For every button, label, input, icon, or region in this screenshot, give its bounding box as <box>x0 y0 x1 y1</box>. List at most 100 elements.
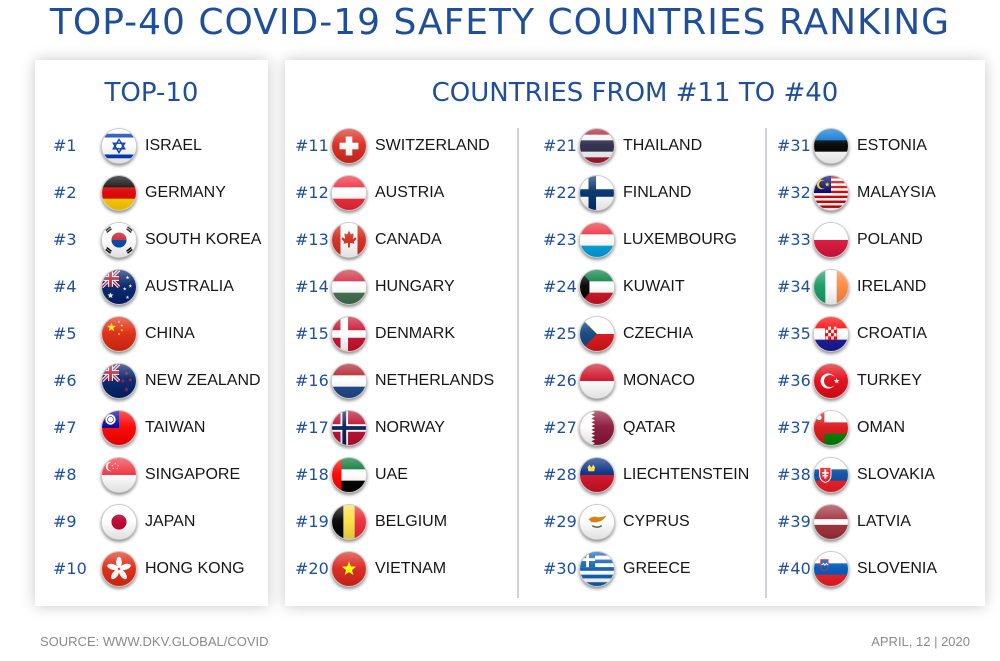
rank-number: #9 <box>53 512 77 531</box>
turkey-flag-icon <box>813 363 849 399</box>
finland-flag-icon <box>579 175 615 211</box>
ranking-entry: #8 SINGAPORE <box>53 455 283 495</box>
ranking-entry: #11 SWITZERLAND <box>295 126 525 166</box>
ranking-entry: #35 CROATIA <box>777 314 1000 354</box>
rank-number: #17 <box>295 418 329 437</box>
rank-number: #22 <box>543 183 577 202</box>
country-name: JAPAN <box>145 513 196 530</box>
belgium-flag-icon <box>331 504 367 540</box>
hungary-flag-icon <box>331 269 367 305</box>
ranking-entry: #34 IRELAND <box>777 267 1000 307</box>
south-korea-flag-icon <box>101 222 137 258</box>
country-name: GERMANY <box>145 184 226 201</box>
kuwait-flag-icon <box>579 269 615 305</box>
ranking-entry: #17 NORWAY <box>295 408 525 448</box>
ranking-entry: #31 ESTONIA <box>777 126 1000 166</box>
rank-number: #39 <box>777 512 811 531</box>
rank-number: #11 <box>295 136 329 155</box>
ranking-entry: #4 AUSTRALIA <box>53 267 283 307</box>
country-name: MONACO <box>623 372 695 389</box>
ranking-entry: #37 OMAN <box>777 408 1000 448</box>
oman-flag-icon <box>813 410 849 446</box>
rank-number: #20 <box>295 559 329 578</box>
rank-number: #7 <box>53 418 77 437</box>
ranking-entry: #20 VIETNAM <box>295 549 525 589</box>
country-name: NEW ZEALAND <box>145 372 261 389</box>
ranking-entry: #23 LUXEMBOURG <box>543 220 773 260</box>
country-name: HUNGARY <box>375 278 455 295</box>
ranking-entry: #7 TAIWAN <box>53 408 283 448</box>
austria-flag-icon <box>331 175 367 211</box>
luxembourg-flag-icon <box>579 222 615 258</box>
main-title: TOP-40 COVID-19 SAFETY COUNTRIES RANKING <box>49 2 951 43</box>
country-name: CHINA <box>145 325 195 342</box>
australia-flag-icon <box>101 269 137 305</box>
ranking-entry: #39 LATVIA <box>777 502 1000 542</box>
country-name: THAILAND <box>623 137 703 154</box>
estonia-flag-icon <box>813 128 849 164</box>
rank-number: #8 <box>53 465 77 484</box>
rank-number: #6 <box>53 371 77 390</box>
rank-number: #40 <box>777 559 811 578</box>
ranking-entry: #1 ISRAEL <box>53 126 283 166</box>
country-name: SLOVENIA <box>857 560 938 577</box>
country-name: SOUTH KOREA <box>145 231 262 248</box>
ranking-entry: #30 GREECE <box>543 549 773 589</box>
country-name: KUWAIT <box>623 278 685 295</box>
ranking-entry: #36 TURKEY <box>777 361 1000 401</box>
rank-number: #12 <box>295 183 329 202</box>
rank-number: #37 <box>777 418 811 437</box>
rank-number: #28 <box>543 465 577 484</box>
country-name: LATVIA <box>857 513 911 530</box>
rank-number: #32 <box>777 183 811 202</box>
switzerland-flag-icon <box>331 128 367 164</box>
country-name: ISRAEL <box>145 137 202 154</box>
ranks-11-40-title: COUNTRIES FROM #11 TO #40 <box>431 78 839 108</box>
rank-number: #25 <box>543 324 577 343</box>
country-name: NORWAY <box>375 419 445 436</box>
country-name: DENMARK <box>375 325 456 342</box>
germany-flag-icon <box>101 175 137 211</box>
ranking-entry: #33 POLAND <box>777 220 1000 260</box>
country-name: GREECE <box>623 560 691 577</box>
date-note: APRIL, 12 | 2020 <box>871 634 970 649</box>
greece-flag-icon <box>579 551 615 587</box>
column-divider <box>517 128 519 598</box>
rank-number: #21 <box>543 136 577 155</box>
ranking-entry: #29 CYPRUS <box>543 502 773 542</box>
rank-number: #19 <box>295 512 329 531</box>
country-name: CZECHIA <box>623 325 694 342</box>
rank-number: #30 <box>543 559 577 578</box>
country-name: BELGIUM <box>375 513 448 530</box>
ranking-entry: #6 NEW ZEALAND <box>53 361 283 401</box>
croatia-flag-icon <box>813 316 849 352</box>
ranking-entry: #3 SOUTH KOREA <box>53 220 283 260</box>
taiwan-flag-icon <box>101 410 137 446</box>
ranking-entry: #24 KUWAIT <box>543 267 773 307</box>
ranking-entry: #22 FINLAND <box>543 173 773 213</box>
ranking-entry: #19 BELGIUM <box>295 502 525 542</box>
slovenia-flag-icon <box>813 551 849 587</box>
ranking-entry: #40 SLOVENIA <box>777 549 1000 589</box>
ranking-entry: #32 MALAYSIA <box>777 173 1000 213</box>
country-name: LIECHTENSTEIN <box>623 466 750 483</box>
country-name: CANADA <box>375 231 442 248</box>
rank-number: #38 <box>777 465 811 484</box>
rank-number: #27 <box>543 418 577 437</box>
country-name: LUXEMBOURG <box>623 231 737 248</box>
rank-number: #26 <box>543 371 577 390</box>
rank-number: #4 <box>53 277 77 296</box>
ranking-entry: #38 SLOVAKIA <box>777 455 1000 495</box>
rank-number: #36 <box>777 371 811 390</box>
rank-number: #15 <box>295 324 329 343</box>
source-note: SOURCE: WWW.DKV.GLOBAL/COVID <box>40 634 269 649</box>
top-ten-panel: TOP-10 #1 ISRAEL #2 GERMANY #3 SOUTH KOREA #4 … <box>35 60 268 606</box>
country-name: MALAYSIA <box>857 184 936 201</box>
slovakia-flag-icon <box>813 457 849 493</box>
top-ten-title: TOP-10 <box>104 78 199 108</box>
malaysia-flag-icon <box>813 175 849 211</box>
ireland-flag-icon <box>813 269 849 305</box>
column-divider <box>765 128 767 598</box>
singapore-flag-icon <box>101 457 137 493</box>
rank-number: #34 <box>777 277 811 296</box>
